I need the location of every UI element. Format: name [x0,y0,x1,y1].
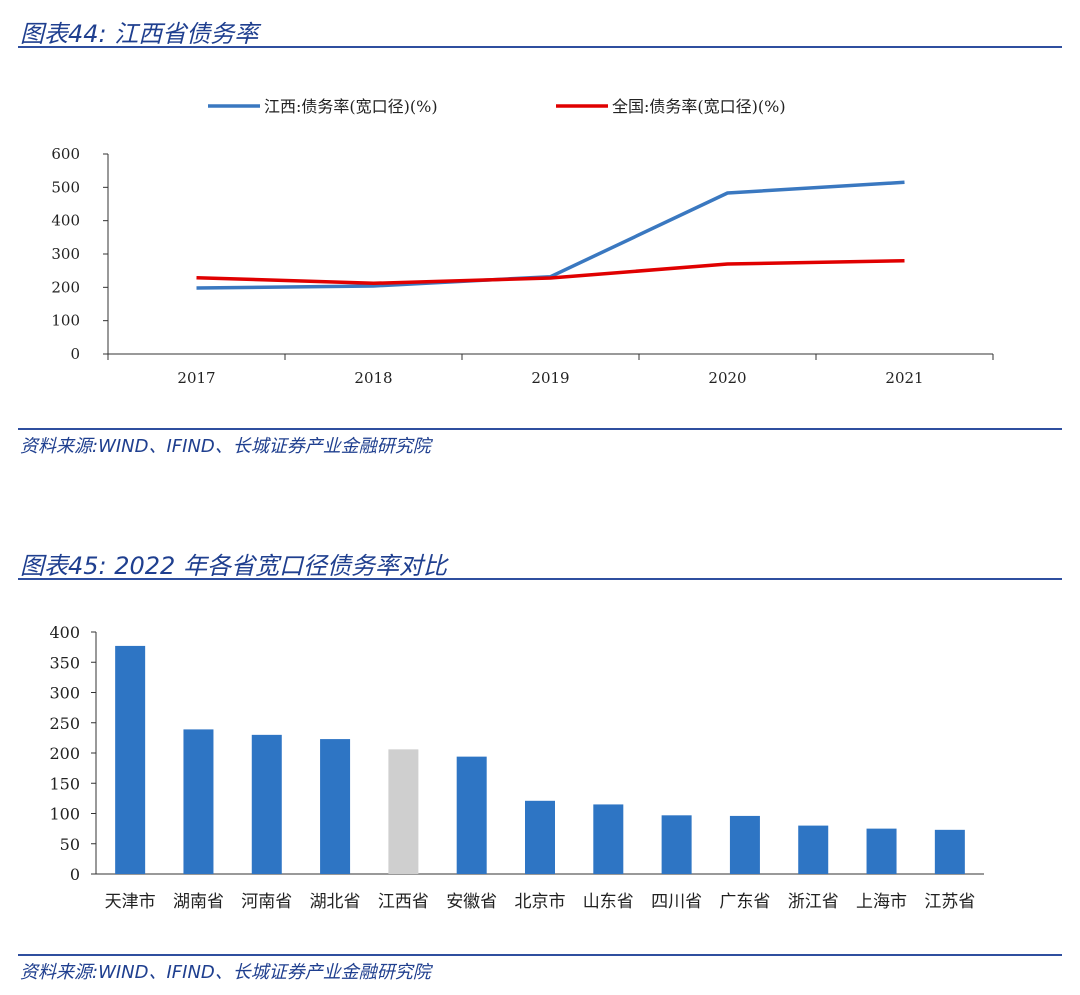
y-tick-label: 200 [49,744,80,763]
y-tick-label: 100 [51,312,80,330]
x-tick-label: 广东省 [719,892,770,912]
x-tick-label: 2017 [177,369,215,387]
y-tick-label: 0 [70,865,80,884]
bar [115,645,146,874]
figure1-source: 资料来源:WIND、IFIND、长城证券产业金融研究院 [20,436,431,457]
figure2-title: 图表45: 2022 年各省宽口径债务率对比 [20,552,447,580]
x-tick-label: 四川省 [651,892,702,912]
figure2-bottom-rule [18,954,1062,956]
x-tick-label: 2021 [885,369,923,387]
bar-chart: 0 50 100 150 200 250 300 350 400 天津市 湖南省 河南省 湖北省 江西省安… [49,623,984,912]
y-tick-label: 350 [49,653,80,672]
x-tick-label: 2019 [531,369,569,387]
x-tick-label: 2020 [708,369,746,387]
bar [320,739,351,874]
series-line-1 [196,258,905,286]
bar [251,734,282,874]
bar [798,825,829,874]
y-tick-label: 400 [49,623,80,642]
x-tick-label: 安徽省 [446,892,497,912]
x-tick-label: 山东省 [583,892,634,912]
x-tick-label: 2018 [354,369,392,387]
bar [661,815,692,874]
y-tick-label: 50 [60,835,80,854]
y-tick-label: 150 [49,774,80,793]
y-tick-label: 400 [51,212,80,230]
bar [934,829,965,874]
y-tick-label: 0 [70,345,80,363]
bar [525,800,555,874]
figure2-top-rule [18,578,1062,580]
x-tick-label: 湖南省 [173,892,224,912]
bar [729,815,760,874]
y-tick-label: 300 [49,684,80,703]
figure1-bottom-rule [18,428,1062,430]
y-tick-label: 250 [49,714,80,733]
y-tick-label: 300 [51,245,80,263]
bar [866,828,897,874]
x-tick-label: 江西省 [378,892,429,912]
series-line-0 [196,180,905,290]
figure2-source: 资料来源:WIND、IFIND、长城证券产业金融研究院 [20,962,431,983]
x-tick-label: 河南省 [241,892,292,912]
figure1-title: 图表44: 江西省债务率 [20,20,259,48]
legend-label-1: 全国:债务率(宽口径)(%) [612,97,786,116]
y-tick-label: 200 [51,278,80,296]
bar [183,729,214,874]
x-tick-label: 北京市 [515,892,566,912]
bar [593,804,624,874]
x-tick-label: 天津市 [105,892,156,912]
y-tick-label: 600 [51,145,80,163]
figure1-top-rule [18,46,1062,48]
bar [456,756,487,874]
bar [388,749,419,874]
y-tick-label: 100 [49,805,80,824]
x-tick-label: 上海市 [856,892,907,912]
x-tick-label: 江苏省 [924,892,975,912]
x-tick-label: 湖北省 [310,892,361,912]
y-tick-label: 500 [51,178,80,196]
legend-label-0: 江西:债务率(宽口径)(%) [264,97,438,116]
x-tick-label: 浙江省 [788,892,839,912]
line-chart: 江西:债务率(宽口径)(%) 全国:债务率(宽口径)(%) 0 100 200 300 40… [51,97,994,387]
